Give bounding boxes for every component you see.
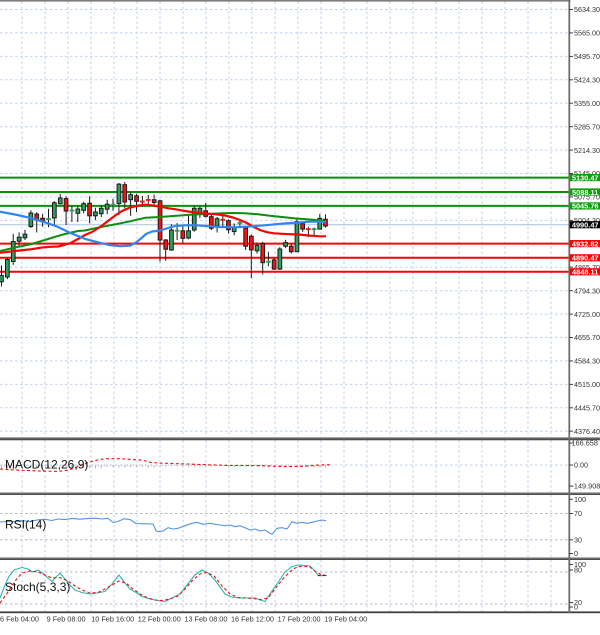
svg-text:4932.82: 4932.82	[572, 239, 599, 248]
svg-text:9 Feb 08:00: 9 Feb 08:00	[47, 615, 86, 624]
svg-text:MACD(12,26,9): MACD(12,26,9)	[5, 458, 88, 472]
svg-text:13 Feb 08:00: 13 Feb 08:00	[184, 615, 227, 624]
svg-text:0.00: 0.00	[574, 461, 588, 470]
svg-text:4376.40: 4376.40	[574, 427, 600, 436]
svg-text:5214.30: 5214.30	[574, 146, 600, 155]
svg-text:4890.47: 4890.47	[572, 254, 599, 263]
svg-text:5355.00: 5355.00	[574, 99, 600, 108]
svg-text:0: 0	[574, 549, 578, 558]
svg-text:30: 30	[574, 536, 582, 545]
svg-text:Stoch(5,3,3): Stoch(5,3,3)	[5, 580, 70, 594]
svg-text:5634.30: 5634.30	[574, 5, 600, 14]
svg-text:4990.47: 4990.47	[572, 221, 599, 230]
svg-text:4848.11: 4848.11	[572, 268, 598, 277]
svg-text:4655.70: 4655.70	[574, 333, 600, 342]
svg-text:5045.76: 5045.76	[572, 202, 599, 211]
svg-text:5285.70: 5285.70	[574, 122, 600, 131]
svg-text:5495.70: 5495.70	[574, 52, 600, 61]
svg-text:17 Feb 20:00: 17 Feb 20:00	[278, 615, 321, 624]
svg-text:6 Feb 04:00: 6 Feb 04:00	[0, 615, 39, 624]
svg-text:4794.30: 4794.30	[574, 286, 600, 295]
svg-text:100: 100	[574, 495, 586, 504]
svg-text:16 Feb 12:00: 16 Feb 12:00	[231, 615, 274, 624]
svg-text:5565.00: 5565.00	[574, 29, 600, 38]
svg-text:RSI(14): RSI(14)	[5, 518, 46, 532]
svg-text:4515.00: 4515.00	[574, 380, 600, 389]
svg-text:70: 70	[574, 509, 582, 518]
svg-text:5130.47: 5130.47	[572, 173, 599, 182]
svg-text:166.658: 166.658	[572, 439, 598, 448]
svg-text:5088.11: 5088.11	[572, 188, 598, 197]
svg-text:5424.30: 5424.30	[574, 76, 600, 85]
svg-text:19 Feb 04:00: 19 Feb 04:00	[324, 615, 367, 624]
svg-text:-149.908: -149.908	[572, 482, 600, 491]
svg-text:0: 0	[574, 603, 578, 612]
svg-text:4584.30: 4584.30	[574, 357, 600, 366]
svg-text:10 Feb 16:00: 10 Feb 16:00	[91, 615, 134, 624]
svg-text:12 Feb 00:00: 12 Feb 00:00	[138, 615, 181, 624]
svg-text:4725.00: 4725.00	[574, 310, 600, 319]
svg-text:80: 80	[574, 566, 582, 575]
svg-text:4445.70: 4445.70	[574, 404, 600, 413]
